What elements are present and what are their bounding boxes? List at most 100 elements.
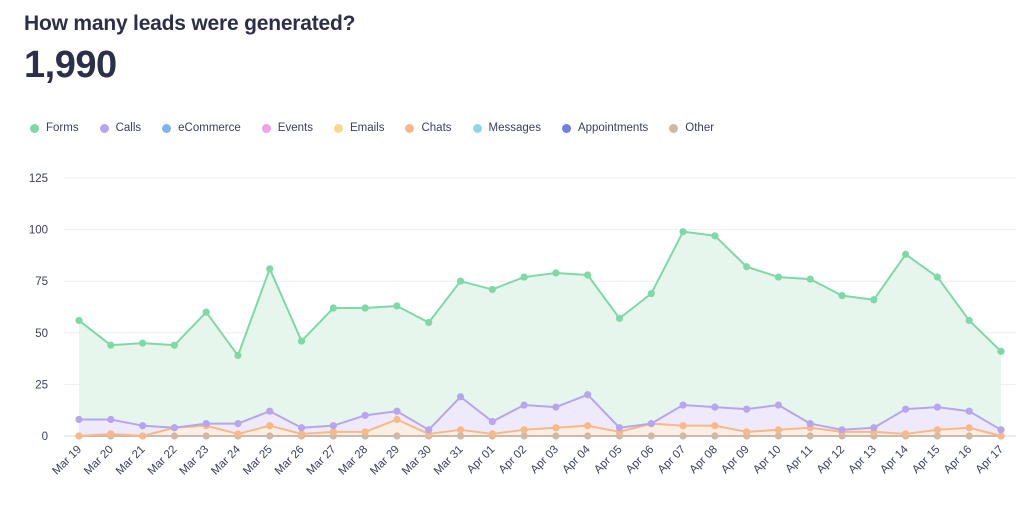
point-forms (965, 316, 973, 325)
x-tick-label: Apr 12 (815, 444, 847, 476)
x-tick-label: Apr 03 (529, 444, 561, 476)
point-calls (679, 401, 687, 409)
point-other (552, 432, 560, 440)
area-forms (79, 231, 1001, 436)
point-other (711, 432, 719, 440)
point-calls (870, 424, 878, 432)
line-chats (78, 418, 1002, 437)
point-calls (138, 422, 147, 430)
point-calls (234, 420, 242, 428)
x-tick-label: Apr 02 (497, 444, 529, 476)
y-tick-label: 125 (29, 173, 48, 185)
legend-item-calls[interactable]: Calls (99, 122, 142, 134)
point-chats (679, 422, 687, 430)
legend-item-appointments[interactable]: Appointments (561, 122, 648, 134)
point-chats (456, 426, 465, 434)
point-chats (107, 430, 115, 438)
point-forms (266, 265, 274, 273)
point-forms (520, 273, 528, 281)
events-dot-icon (261, 123, 271, 133)
point-calls (743, 405, 751, 413)
point-other (266, 432, 274, 440)
point-calls (170, 424, 178, 432)
point-forms (711, 232, 719, 240)
legend-item-other[interactable]: Other (669, 122, 714, 134)
point-forms (329, 304, 337, 312)
ecommerce-dot-icon (162, 123, 172, 133)
legend-item-messages[interactable]: Messages (472, 122, 541, 134)
point-chats (965, 424, 973, 432)
legend-item-emails[interactable]: Emails (333, 122, 385, 134)
point-forms (774, 273, 783, 281)
point-calls (711, 403, 719, 411)
point-chats (552, 424, 560, 432)
point-chats (488, 430, 496, 438)
y-tick-label: 100 (29, 225, 48, 237)
point-other (647, 432, 655, 440)
legend-label: Calls (115, 122, 142, 134)
point-forms (647, 289, 655, 298)
point-forms (997, 347, 1005, 355)
legend-label: Messages (488, 122, 541, 134)
legend-item-ecommerce[interactable]: eCommerce (162, 122, 241, 134)
point-calls (425, 426, 433, 434)
point-calls (520, 401, 528, 409)
legend-item-chats[interactable]: Chats (405, 122, 452, 134)
messages-dot-icon (472, 123, 482, 133)
point-forms (902, 250, 910, 258)
x-tick-label: Apr 14 (878, 443, 911, 476)
line-forms (78, 230, 1002, 357)
point-forms (679, 228, 687, 236)
point-forms (170, 341, 178, 349)
point-calls (806, 420, 814, 428)
point-calls (202, 420, 210, 428)
point-calls (584, 391, 592, 399)
point-chats (138, 432, 147, 440)
legend-label: Chats (421, 122, 452, 134)
point-calls (933, 403, 942, 411)
other-dot-icon (669, 123, 679, 133)
point-chats (584, 422, 592, 430)
forms-dot-icon (30, 123, 39, 133)
point-forms (234, 351, 242, 360)
point-chats (75, 432, 83, 440)
x-tick-label: Apr 04 (560, 443, 593, 476)
legend-label: Other (685, 122, 715, 134)
point-chats (329, 428, 337, 436)
line-calls (79, 393, 1002, 431)
point-chats (711, 422, 719, 430)
area-calls (79, 394, 1001, 436)
x-tick-label: Mar 20 (82, 444, 116, 478)
point-calls (266, 407, 274, 415)
point-chats (297, 430, 306, 438)
emails-dot-icon (333, 123, 343, 133)
legend-label: Events (277, 122, 313, 134)
point-other (584, 432, 592, 440)
x-tick-label: Apr 11 (784, 444, 816, 476)
point-chats (774, 426, 783, 434)
legend-item-events[interactable]: Events (261, 122, 313, 134)
point-calls (902, 405, 910, 413)
y-tick-label: 25 (35, 379, 48, 391)
point-calls (107, 415, 115, 424)
point-other (170, 432, 178, 440)
total-leads: 1,990 (24, 44, 117, 86)
legend-label: eCommerce (178, 122, 241, 134)
point-chats (361, 428, 369, 436)
point-calls (456, 393, 465, 401)
point-calls (965, 407, 973, 415)
legend-label: Emails (349, 122, 385, 134)
x-tick-label: Apr 09 (719, 444, 751, 476)
point-forms (584, 271, 592, 279)
point-calls (838, 426, 846, 434)
legend-item-forms[interactable]: Forms (30, 122, 79, 134)
point-calls (75, 415, 83, 424)
point-forms (615, 314, 624, 322)
point-chats (743, 428, 751, 436)
point-chats (997, 432, 1005, 440)
point-forms (488, 285, 496, 294)
point-forms (297, 337, 306, 345)
x-tick-label: Mar 25 (241, 444, 275, 478)
point-forms (838, 292, 846, 300)
